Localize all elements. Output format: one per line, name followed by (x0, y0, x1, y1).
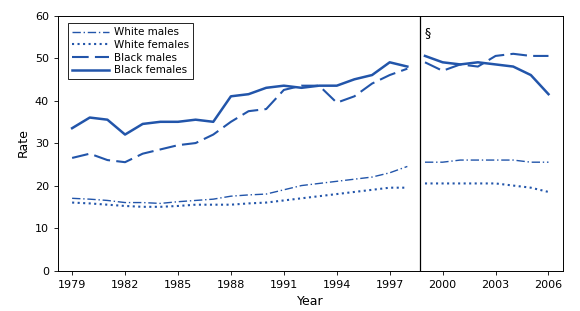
Legend: White males, White females, Black males, Black females: White males, White females, Black males,… (68, 23, 193, 79)
X-axis label: Year: Year (297, 295, 324, 308)
Y-axis label: Rate: Rate (16, 129, 30, 157)
Text: §: § (425, 26, 432, 39)
